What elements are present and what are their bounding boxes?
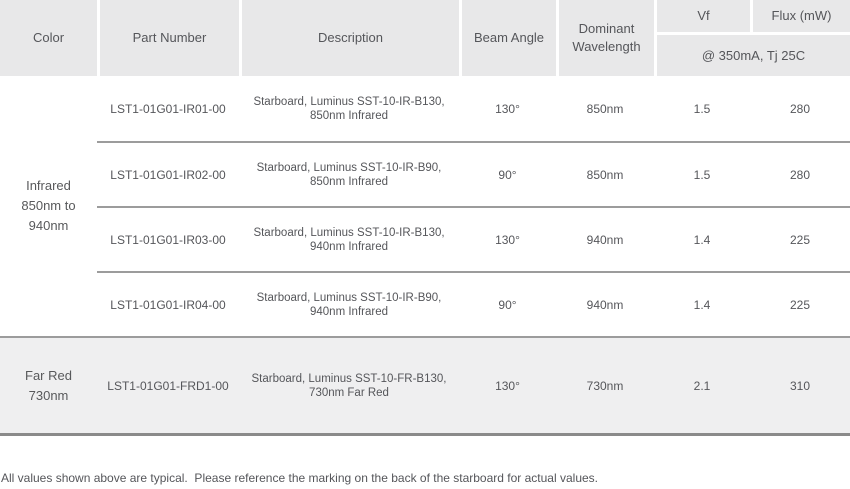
part-number-cell: LST1-01G01-IR01-00 xyxy=(110,101,226,116)
col-header-dominant-wavelength: Dominant Wavelength xyxy=(559,0,654,76)
beam-angle-cell: 90° xyxy=(498,167,517,182)
description-line: 850nm Infrared xyxy=(310,175,388,188)
table-row: LST1-01G01-IR02-00 Starboard, Luminus SS… xyxy=(97,141,850,206)
footnote-line: All values shown above are typical. Plea… xyxy=(1,471,598,485)
description-line: Starboard, Luminus SST-10-IR-B130, xyxy=(253,226,445,239)
col-header-vf: Vf xyxy=(657,0,750,32)
description-line: Starboard, Luminus SST-10-IR-B90, xyxy=(256,161,442,174)
part-number-cell: LST1-01G01-FRD1-00 xyxy=(107,378,229,393)
beam-angle-cell: 130° xyxy=(495,378,520,393)
col-header-description: Description xyxy=(242,0,459,76)
row-group-far-red: Far Red 730nm LST1-01G01-FRD1-00 Starboa… xyxy=(0,336,850,436)
description-line: Starboard, Luminus SST-10-IR-B130, xyxy=(253,95,445,108)
col-header-electrical-top: Vf Flux (mW) xyxy=(657,0,850,32)
table-header: Color Part Number Description Beam Angle… xyxy=(0,0,850,76)
color-label-line: Infrared xyxy=(26,178,71,193)
vf-cell: 1.4 xyxy=(693,232,711,247)
description-cell: Starboard, Luminus SST-10-IR-B90, 850nm … xyxy=(239,161,459,189)
table-row: LST1-01G01-IR03-00 Starboard, Luminus SS… xyxy=(97,206,850,271)
color-label-line: 850nm to xyxy=(21,198,76,213)
description-cell: Starboard, Luminus SST-10-IR-B90, 940nm … xyxy=(239,291,459,319)
color-label-line: 940nm xyxy=(28,218,69,233)
col-header-part-number: Part Number xyxy=(100,0,239,76)
footnotes: All values shown above are typical. Plea… xyxy=(0,436,850,489)
description-line: 850nm Infrared xyxy=(310,109,388,122)
dominant-wavelength-cell: 730nm xyxy=(586,378,624,393)
description-line: Starboard, Luminus SST-10-IR-B90, xyxy=(256,291,442,304)
vf-cell: 1.4 xyxy=(693,297,711,312)
col-header-color: Color xyxy=(0,0,97,76)
color-label-far-red: Far Red 730nm xyxy=(0,338,97,433)
color-label-line: Far Red xyxy=(25,367,72,383)
table-row: LST1-01G01-IR04-00 Starboard, Luminus SS… xyxy=(97,271,850,336)
table-row: LST1-01G01-FRD1-00 Starboard, Luminus SS… xyxy=(97,338,850,433)
table-row: LST1-01G01-IR01-00 Starboard, Luminus SS… xyxy=(97,76,850,141)
color-label-line: 730nm xyxy=(28,387,69,403)
dominant-wavelength-cell: 940nm xyxy=(586,232,624,247)
col-header-electrical-group: Vf Flux (mW) @ 350mA, Tj 25C xyxy=(657,0,850,76)
color-label-infrared: Infrared 850nm to 940nm xyxy=(0,76,97,336)
description-cell: Starboard, Luminus SST-10-FR-B130, 730nm… xyxy=(239,372,459,400)
dominant-wavelength-cell: 850nm xyxy=(586,101,624,116)
beam-angle-cell: 130° xyxy=(495,232,520,247)
description-line: 940nm Infrared xyxy=(310,305,388,318)
flux-cell: 225 xyxy=(789,297,811,312)
description-cell: Starboard, Luminus SST-10-IR-B130, 850nm… xyxy=(239,95,459,123)
vf-cell: 1.5 xyxy=(693,167,711,182)
row-group-infrared: Infrared 850nm to 940nm LST1-01G01-IR01-… xyxy=(0,76,850,336)
flux-cell: 280 xyxy=(789,167,811,182)
flux-cell: 310 xyxy=(789,378,811,393)
part-number-cell: LST1-01G01-IR03-00 xyxy=(110,232,226,247)
dominant-wavelength-cell: 940nm xyxy=(586,297,624,312)
vf-cell: 2.1 xyxy=(693,378,711,393)
flux-cell: 225 xyxy=(789,232,811,247)
vf-cell: 1.5 xyxy=(693,101,711,116)
far-red-rows: LST1-01G01-FRD1-00 Starboard, Luminus SS… xyxy=(97,338,850,433)
infrared-rows: LST1-01G01-IR01-00 Starboard, Luminus SS… xyxy=(97,76,850,336)
col-header-test-conditions: @ 350mA, Tj 25C xyxy=(657,35,850,76)
col-header-flux: Flux (mW) xyxy=(753,0,850,32)
dominant-wavelength-cell: 850nm xyxy=(586,167,624,182)
part-number-cell: LST1-01G01-IR04-00 xyxy=(110,297,226,312)
part-number-cell: LST1-01G01-IR02-00 xyxy=(110,167,226,182)
description-line: Starboard, Luminus SST-10-FR-B130, xyxy=(251,372,447,385)
col-header-beam-angle: Beam Angle xyxy=(462,0,556,76)
description-cell: Starboard, Luminus SST-10-IR-B130, 940nm… xyxy=(239,226,459,254)
description-line: 730nm Far Red xyxy=(309,386,389,399)
description-line: 940nm Infrared xyxy=(310,240,388,253)
beam-angle-cell: 90° xyxy=(498,297,517,312)
beam-angle-cell: 130° xyxy=(495,101,520,116)
flux-cell: 280 xyxy=(789,101,811,116)
